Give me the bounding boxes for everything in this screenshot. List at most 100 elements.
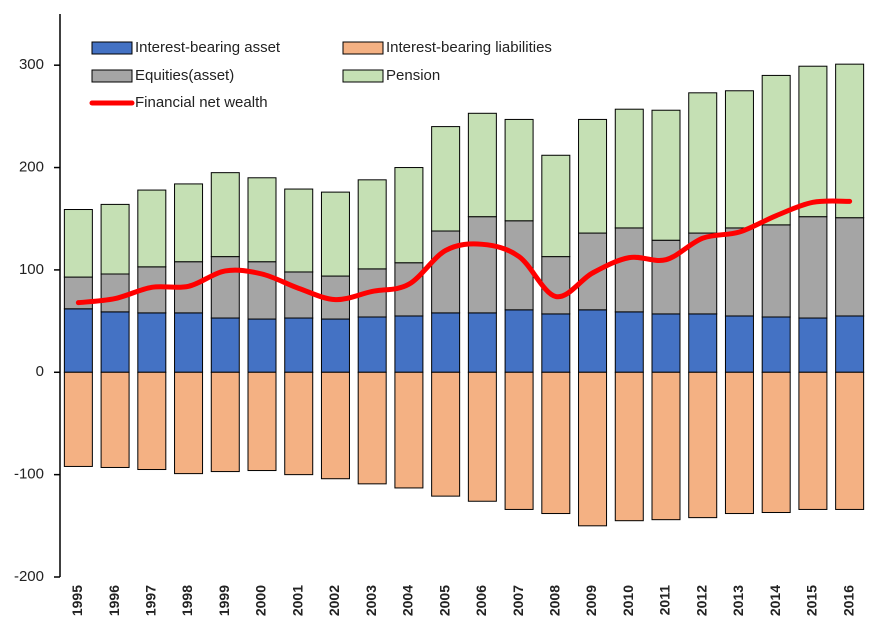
bar bbox=[761, 371, 791, 514]
legend-item: Interest-bearing asset bbox=[91, 39, 281, 56]
bar bbox=[394, 315, 424, 373]
legend-swatch bbox=[342, 69, 384, 83]
bar bbox=[688, 313, 718, 373]
x-tick-label: 2006 bbox=[473, 585, 489, 616]
bar bbox=[467, 112, 497, 218]
legend-swatch bbox=[342, 41, 384, 55]
bar bbox=[504, 371, 534, 510]
bar bbox=[247, 318, 277, 373]
bar bbox=[100, 371, 130, 468]
x-tick-label: 2001 bbox=[289, 585, 305, 616]
bar bbox=[835, 371, 865, 510]
legend-item: Equities(asset) bbox=[91, 67, 234, 84]
bar bbox=[357, 179, 387, 270]
bar bbox=[651, 109, 681, 241]
bar bbox=[210, 317, 240, 373]
bar bbox=[761, 224, 791, 318]
bar bbox=[541, 371, 571, 515]
x-tick-label: 1998 bbox=[179, 585, 195, 616]
bar bbox=[357, 371, 387, 485]
legend-label: Equities(asset) bbox=[135, 67, 234, 84]
bar bbox=[174, 312, 204, 373]
bar bbox=[63, 371, 93, 467]
x-tick-label: 2015 bbox=[804, 585, 820, 616]
line bbox=[75, 198, 853, 306]
bar bbox=[651, 371, 681, 521]
bar bbox=[247, 371, 277, 472]
bar bbox=[284, 371, 314, 476]
bar bbox=[467, 216, 497, 314]
legend-item: Financial net wealth bbox=[89, 94, 268, 111]
x-tick-label: 2016 bbox=[840, 585, 856, 616]
bar bbox=[724, 371, 754, 515]
legend-label: Financial net wealth bbox=[135, 94, 268, 111]
bar bbox=[724, 90, 754, 229]
bar bbox=[137, 189, 167, 268]
bar bbox=[431, 371, 461, 497]
legend-item: Pension bbox=[342, 67, 440, 84]
bar bbox=[63, 209, 93, 278]
bar bbox=[614, 311, 644, 373]
x-tick-label: 1995 bbox=[69, 585, 85, 616]
bar bbox=[210, 371, 240, 473]
bar bbox=[724, 227, 754, 317]
y-tick-label: 300 bbox=[19, 56, 44, 73]
bar bbox=[688, 371, 718, 519]
bar bbox=[394, 167, 424, 264]
bar bbox=[320, 191, 350, 277]
x-tick-label: 2008 bbox=[547, 585, 563, 616]
bar bbox=[137, 371, 167, 471]
bar bbox=[284, 188, 314, 273]
bar bbox=[798, 317, 828, 373]
x-tick-label: 2010 bbox=[620, 585, 636, 616]
x-tick-label: 2004 bbox=[400, 585, 416, 616]
bar bbox=[63, 308, 93, 373]
x-tick-label: 2002 bbox=[326, 585, 342, 616]
y-tick-label: 200 bbox=[19, 159, 44, 176]
bar bbox=[761, 74, 791, 226]
y-tick-label: 0 bbox=[36, 363, 44, 380]
bar bbox=[724, 315, 754, 373]
bar bbox=[100, 273, 130, 313]
legend-swatch bbox=[91, 69, 133, 83]
bar bbox=[174, 371, 204, 475]
bar bbox=[467, 312, 497, 373]
bar bbox=[614, 371, 644, 522]
y-tick-label: -100 bbox=[14, 466, 44, 483]
bar bbox=[174, 183, 204, 263]
bar bbox=[284, 317, 314, 373]
bar bbox=[835, 63, 865, 219]
x-tick-label: 2014 bbox=[767, 585, 783, 616]
x-tick-label: 1999 bbox=[216, 585, 232, 616]
x-tick-label: 2000 bbox=[253, 585, 269, 616]
x-tick-label: 2012 bbox=[693, 585, 709, 616]
x-tick-label: 2003 bbox=[363, 585, 379, 616]
x-tick-label: 2005 bbox=[436, 585, 452, 616]
bar bbox=[394, 371, 424, 489]
legend-item: Interest-bearing liabilities bbox=[342, 39, 552, 56]
bar bbox=[688, 232, 718, 315]
x-tick-label: 2011 bbox=[657, 585, 673, 616]
bar bbox=[431, 312, 461, 373]
bar bbox=[541, 256, 571, 315]
x-tick-label: 1996 bbox=[106, 585, 122, 616]
bar bbox=[357, 316, 387, 373]
bar bbox=[614, 108, 644, 229]
bar bbox=[541, 313, 571, 373]
bar bbox=[651, 239, 681, 315]
bar bbox=[467, 371, 497, 502]
bar bbox=[578, 371, 608, 527]
bar bbox=[835, 217, 865, 317]
bar bbox=[504, 118, 534, 222]
x-tick-label: 1997 bbox=[143, 585, 159, 616]
bar bbox=[614, 227, 644, 313]
bar bbox=[431, 230, 461, 314]
legend-swatch bbox=[91, 41, 133, 55]
bar bbox=[688, 92, 718, 234]
bar bbox=[798, 371, 828, 510]
bar bbox=[284, 271, 314, 319]
x-tick-label: 2007 bbox=[510, 585, 526, 616]
bar bbox=[137, 312, 167, 373]
bar bbox=[431, 126, 461, 232]
